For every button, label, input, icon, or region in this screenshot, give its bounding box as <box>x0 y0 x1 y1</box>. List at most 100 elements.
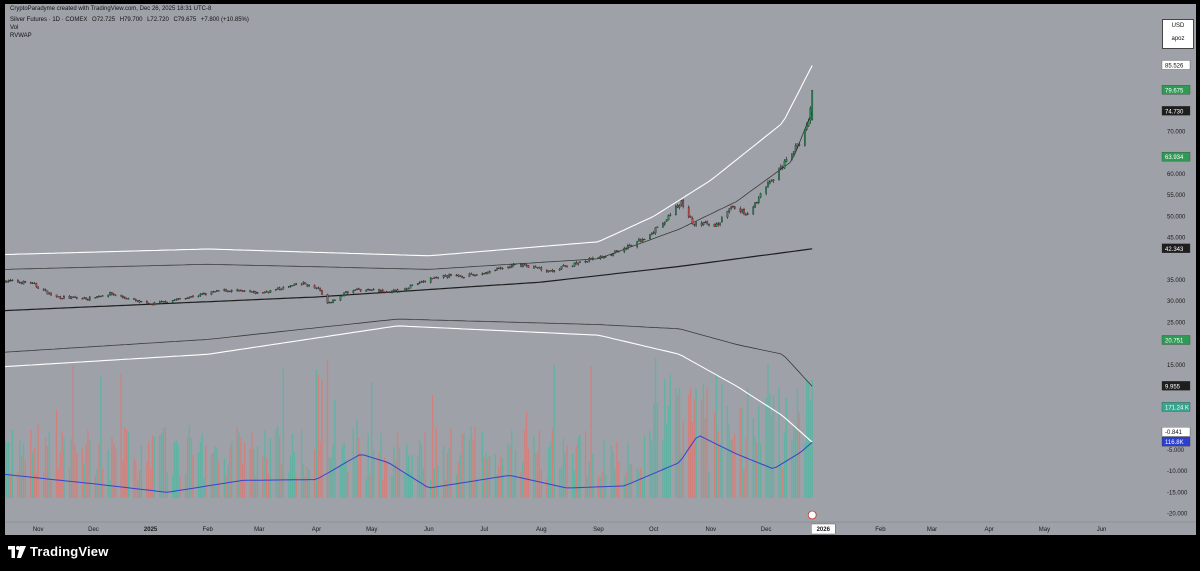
price-label: 20.751 <box>1165 338 1184 344</box>
price-chart[interactable]: 95.00090.00080.00070.00060.00055.00050.0… <box>5 4 1196 535</box>
volume-bar <box>43 472 45 498</box>
scale-mode-label[interactable]: apoz <box>1171 36 1185 42</box>
volume-bar <box>37 425 39 498</box>
alert-icon[interactable] <box>807 510 817 520</box>
y-tick-label: 25.000 <box>1167 320 1186 326</box>
volume-bar <box>334 399 336 498</box>
candle-body <box>794 145 797 152</box>
candle-body <box>11 279 14 282</box>
volume-bar <box>135 461 137 498</box>
volume-bar <box>398 447 401 498</box>
volume-bar <box>614 468 616 498</box>
volume-bar <box>656 402 659 498</box>
candle-body <box>251 291 253 293</box>
candle-body <box>573 262 576 267</box>
candle-body <box>372 289 375 291</box>
volume-bar <box>566 445 568 498</box>
candle-body <box>330 302 333 304</box>
candle-body <box>612 253 615 256</box>
x-tick-label: Sep <box>593 527 604 533</box>
volume-bar <box>457 462 460 498</box>
candle-body <box>549 270 552 272</box>
candle-body <box>380 290 382 293</box>
candle-body <box>674 205 677 216</box>
rvwap-indicator-label[interactable]: RVWAP <box>10 33 32 39</box>
volume-bar <box>289 455 292 498</box>
price-label: 116.8K <box>1165 440 1184 446</box>
volume-bar <box>328 457 331 498</box>
candle-body <box>358 288 360 290</box>
volume-bar <box>455 474 458 498</box>
candle-body <box>98 296 100 298</box>
volume-bar <box>791 440 793 498</box>
volume-bar <box>140 445 143 498</box>
volume-bar <box>372 449 375 498</box>
candle-body <box>404 288 406 292</box>
currency-selector[interactable]: USD apoz <box>1162 19 1194 49</box>
candle-body <box>46 290 49 295</box>
volume-bar <box>805 378 808 498</box>
candle-body <box>164 301 167 303</box>
currency-label[interactable]: USD <box>1171 23 1185 29</box>
candle-body <box>171 300 174 303</box>
volume-bar <box>700 400 703 498</box>
price-label-box <box>1161 85 1191 95</box>
candle-body <box>706 221 709 225</box>
volume-bar <box>5 439 6 498</box>
candle-body <box>757 197 760 203</box>
candle-body <box>210 291 213 295</box>
volume-bar <box>590 366 592 498</box>
candle-body <box>278 287 281 290</box>
legend-symbol-line[interactable]: CryptoParadyme created with TradingView.… <box>10 6 214 12</box>
price-label-box <box>1161 427 1191 437</box>
candle-body <box>719 222 721 225</box>
candle-body <box>276 287 279 290</box>
candle-body <box>107 294 110 297</box>
candle-body <box>689 216 692 219</box>
vol-indicator-label[interactable]: Vol <box>10 25 19 31</box>
candle-body <box>59 296 62 299</box>
volume-bar <box>177 444 179 498</box>
candle-body <box>680 200 683 206</box>
x-tick-label: Jun <box>1097 527 1107 533</box>
volume-bar <box>280 464 283 498</box>
candle-body <box>545 270 548 272</box>
candle-body <box>381 289 384 293</box>
candle-body <box>409 285 412 289</box>
candle-body <box>88 296 91 301</box>
x-tick-label: Apr <box>984 527 993 533</box>
volume-bar <box>98 442 100 498</box>
chart-area[interactable]: 95.00090.00080.00070.00060.00055.00050.0… <box>5 4 1196 535</box>
volume-bar <box>146 461 148 498</box>
volume-bar <box>489 456 491 498</box>
volume-bar <box>369 474 371 498</box>
candle-body <box>74 296 76 298</box>
legend-ohlc-line[interactable]: Silver Futures · 1D · COMEX O72.725 H79.… <box>10 16 252 40</box>
candle-body <box>450 274 452 276</box>
x-tick-label: Nov <box>706 527 717 533</box>
candle-body <box>166 301 169 304</box>
volume-bar <box>249 448 251 498</box>
candle-body <box>140 301 143 303</box>
volume-bar <box>630 464 633 498</box>
volume-bar <box>184 473 187 498</box>
volume-bar <box>638 470 640 498</box>
candle-body <box>398 291 401 293</box>
volume-bar <box>809 400 812 498</box>
volume-bar <box>770 415 773 498</box>
tradingview-logo-icon <box>8 546 26 558</box>
candle-body <box>289 285 292 287</box>
tradingview-brand: TradingView <box>30 544 109 559</box>
candle-body <box>780 166 782 169</box>
candle-body <box>610 254 613 257</box>
volume-bar <box>367 434 369 498</box>
volume-bar <box>11 429 14 498</box>
candle-body <box>803 129 806 146</box>
candle-body <box>405 288 408 290</box>
candle-body <box>767 182 769 187</box>
x-tick-label: Mar <box>254 527 264 533</box>
candle-body <box>687 207 690 217</box>
candle-body <box>216 290 218 292</box>
volume-bar <box>24 459 26 498</box>
candle-body <box>190 296 192 298</box>
